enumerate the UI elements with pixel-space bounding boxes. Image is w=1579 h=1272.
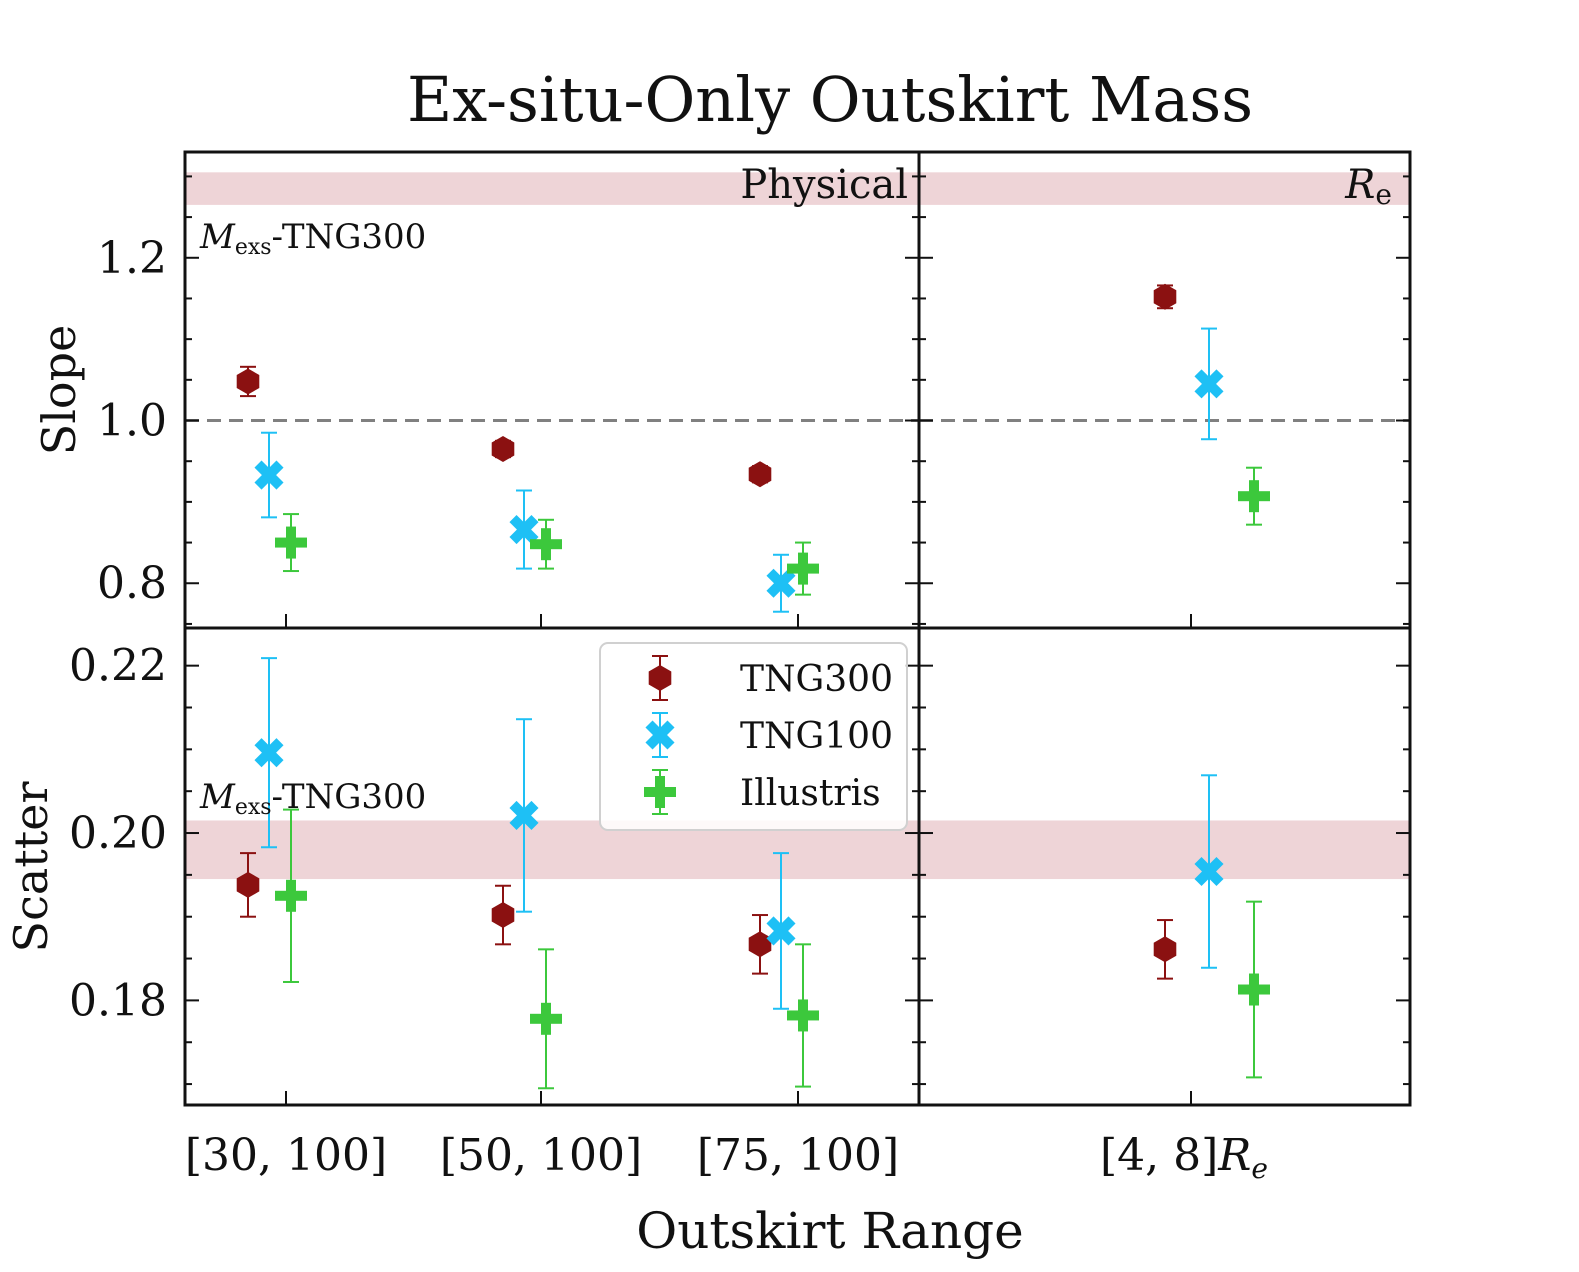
tng100-marker-stroke: [645, 720, 675, 750]
legend-label: TNG100: [740, 716, 893, 757]
y-tick-label: 1.0: [97, 396, 167, 447]
tng100-marker-stroke: [1194, 369, 1224, 399]
reference-band: [919, 172, 1410, 205]
tng100-marker: [254, 460, 284, 490]
illustris-marker-bar: [798, 552, 808, 585]
y-tick-label: 0.20: [69, 808, 167, 859]
legend-frame: [599, 642, 908, 831]
x-axis-label: Outskirt Range: [636, 1202, 1024, 1260]
y-axis-label-slope: Slope: [32, 325, 86, 456]
reference-label-slope-tail: -TNG300: [272, 217, 427, 257]
tng100-marker-stroke: [766, 916, 796, 946]
illustris-marker-bar: [286, 526, 296, 559]
y-tick-label: 0.22: [69, 641, 167, 692]
y-tick-label: 1.2: [97, 233, 167, 284]
tng100-marker: [254, 738, 284, 768]
illustris-marker-bar: [541, 528, 551, 561]
illustris-marker-bar: [286, 879, 296, 912]
x-tick-label-re-tail: R: [1217, 1130, 1251, 1181]
illustris-marker: [1238, 973, 1270, 1006]
reference-label-scatter-sub: exs: [235, 795, 272, 820]
tng100-marker: [509, 515, 539, 545]
x-tick-label: [75, 100]: [697, 1130, 899, 1181]
tng300-marker: [236, 871, 260, 898]
tng100-marker-stroke: [766, 568, 796, 598]
tng100-marker-stroke: [254, 738, 284, 768]
tng100-marker: [766, 916, 796, 946]
legend: TNG300 TNG100 Illustris: [599, 642, 908, 831]
panel-label-physical: Physical: [740, 162, 908, 208]
tng300-marker: [236, 368, 260, 395]
tng100-marker: [645, 720, 675, 750]
tng300-marker: [1153, 283, 1177, 310]
plot-area: 0.8 1.0 1.2 0.18 0.20 0.22 [30, 100] [50, 100] […: [69, 150, 1412, 1181]
x-tick-label-re-main: [4, 8]: [1100, 1130, 1218, 1181]
y-tick-label: 0.8: [97, 558, 167, 609]
tng300-marker: [748, 931, 772, 958]
tng300-marker: [1153, 936, 1177, 963]
panel-frame: [917, 150, 1412, 630]
panel-slope-physical: 0.8 1.0 1.2: [97, 150, 921, 630]
reference-band: [185, 172, 919, 205]
illustris-marker: [275, 526, 307, 559]
figure-title: Ex-situ-Only Outskirt Mass: [407, 63, 1253, 136]
tng100-marker: [1194, 369, 1224, 399]
tng100-marker-stroke: [509, 515, 539, 545]
illustris-marker: [530, 528, 562, 561]
tng300-marker: [491, 436, 515, 462]
panel-frame: [917, 626, 1412, 1107]
illustris-marker: [1238, 480, 1270, 513]
x-tick-label-re-sub: e: [1251, 1152, 1268, 1185]
panel-label-re-main: R: [1344, 162, 1375, 208]
tng100-marker: [766, 568, 796, 598]
reference-label-scatter: Mexs-TNG300: [199, 777, 426, 820]
panel-scatter-re: [917, 626, 1412, 1107]
x-tick-label-re: [4, 8]Re: [1100, 1130, 1268, 1185]
reference-label-scatter-main: M: [199, 777, 236, 817]
x-tick-label: [30, 100]: [185, 1130, 387, 1181]
illustris-marker: [644, 776, 676, 808]
illustris-marker-bar: [1249, 480, 1259, 513]
reference-label-scatter-tail: -TNG300: [272, 777, 427, 817]
panel-slope-re: [917, 150, 1412, 630]
illustris-marker: [275, 879, 307, 912]
illustris-marker: [787, 999, 819, 1032]
illustris-marker: [530, 1002, 562, 1035]
tng100-marker-stroke: [509, 800, 539, 830]
reference-label-slope-main: M: [199, 217, 236, 257]
illustris-marker-bar: [655, 776, 665, 808]
y-axis-label-scatter: Scatter: [4, 782, 58, 953]
reference-band: [919, 820, 1410, 880]
tng100-marker: [509, 800, 539, 830]
tng300-marker: [648, 665, 672, 691]
legend-label: Illustris: [740, 773, 881, 814]
tng100-marker-stroke: [1194, 856, 1224, 887]
tng300-marker: [748, 461, 772, 488]
y-tick-label: 0.18: [69, 975, 167, 1026]
tng100-marker: [1194, 856, 1224, 887]
reference-label-slope-sub: exs: [235, 235, 272, 260]
legend-label: TNG300: [740, 659, 893, 700]
illustris-marker: [787, 552, 819, 585]
illustris-marker-bar: [1249, 973, 1259, 1006]
panel-label-re-sub: e: [1375, 178, 1392, 211]
reference-label-slope: Mexs-TNG300: [199, 217, 426, 260]
x-tick-label: [50, 100]: [440, 1130, 642, 1181]
tng300-marker: [491, 902, 515, 928]
illustris-marker-bar: [798, 999, 808, 1032]
panel-scatter-physical: 0.18 0.20 0.22 [30, 100] [50, 100] [75, 100]: [69, 626, 921, 1181]
panel-label-re: Re: [1344, 162, 1392, 211]
tng100-marker-stroke: [254, 460, 284, 490]
illustris-marker-bar: [541, 1002, 551, 1035]
